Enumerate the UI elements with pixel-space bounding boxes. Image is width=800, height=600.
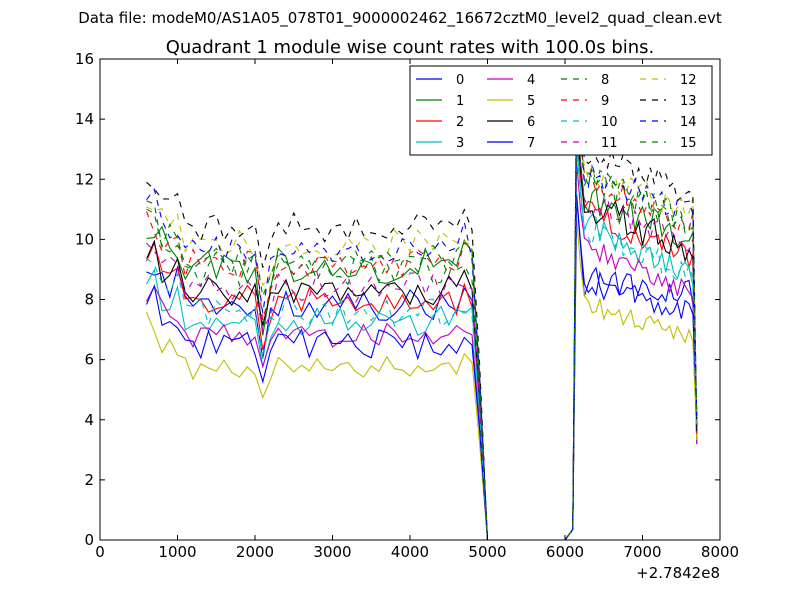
legend-label-6: 6 — [527, 115, 535, 130]
y-tick-label: 10 — [75, 230, 94, 248]
axis-ticks: 0 1000 2000 3000 4000 5000 6000 7000 80000246810… — [75, 50, 739, 561]
legend-label-10: 10 — [601, 115, 618, 130]
legend-label-12: 12 — [680, 73, 697, 88]
legend-box — [409, 65, 713, 156]
series-line-10 — [146, 146, 698, 540]
x-tick-label: 7000 — [623, 543, 661, 561]
plot-area — [145, 67, 698, 540]
x-tick-label: 5000 — [468, 543, 506, 561]
x-tick-label: 4000 — [391, 543, 429, 561]
y-tick-label: 0 — [84, 531, 94, 549]
x-tick-label: 3000 — [313, 543, 351, 561]
x-tick-label: 8000 — [701, 543, 739, 561]
y-tick-label: 2 — [84, 471, 94, 489]
legend-label-8: 8 — [601, 73, 609, 88]
legend-label-3: 3 — [456, 136, 464, 151]
series-line-7 — [145, 194, 698, 540]
y-tick-label: 8 — [84, 291, 94, 309]
legend-label-13: 13 — [680, 94, 697, 109]
x-tick-label: 1000 — [158, 543, 196, 561]
x-tick-label: 2000 — [236, 543, 274, 561]
legend-label-11: 11 — [601, 136, 618, 151]
x-tick-label: 6000 — [546, 543, 584, 561]
figure-suptitle: Data file: modeM0/AS1A05_078T01_90000024… — [78, 9, 722, 28]
y-tick-label: 4 — [84, 411, 94, 429]
x-tick-label: 0 — [95, 543, 105, 561]
legend-label-1: 1 — [456, 94, 464, 109]
legend-label-2: 2 — [456, 115, 464, 130]
y-tick-label: 12 — [75, 170, 94, 188]
x-offset-label: +2.7842e8 — [636, 564, 720, 582]
legend-label-9: 9 — [601, 94, 609, 109]
legend-label-15: 15 — [680, 136, 697, 151]
legend-label-5: 5 — [527, 94, 535, 109]
series-line-15 — [146, 92, 698, 540]
legend-label-0: 0 — [456, 73, 464, 88]
legend-label-14: 14 — [680, 115, 697, 130]
y-tick-label: 16 — [75, 50, 94, 68]
legend-label-4: 4 — [527, 73, 535, 88]
legend-label-7: 7 — [527, 136, 535, 151]
series-line-12 — [146, 86, 698, 540]
chart-title: Quadrant 1 module wise count rates with … — [166, 37, 655, 58]
y-tick-label: 6 — [84, 351, 94, 369]
y-tick-label: 14 — [75, 110, 94, 128]
